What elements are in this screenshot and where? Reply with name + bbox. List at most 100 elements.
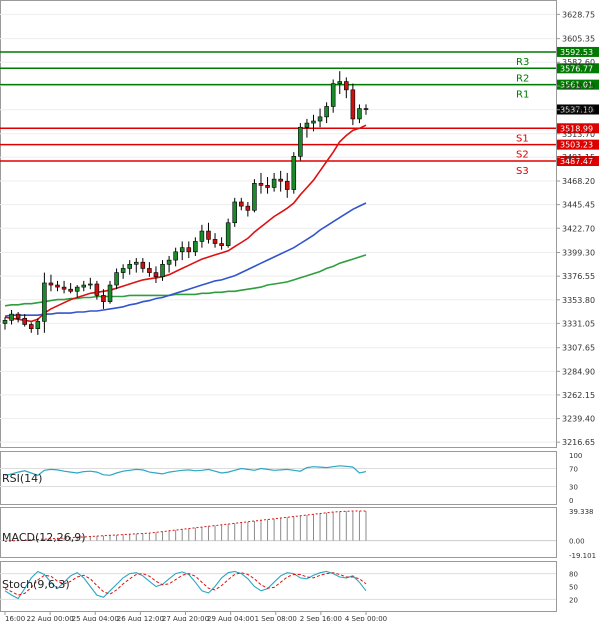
time-tick-label: 29 Aug 04:00 (207, 615, 254, 621)
current-price-label: 3537.10 (560, 105, 593, 114)
price-tick-label: 3331.05 (562, 319, 595, 328)
price-tick-label: 3422.70 (562, 224, 595, 233)
pivot-label-s3: S3 (516, 166, 529, 177)
candle-body (304, 122, 310, 128)
price-tick-label: 3628.75 (562, 10, 595, 19)
price-panel-frame (0, 0, 557, 448)
time-tick-label: 25 Aug 04:00 (72, 615, 119, 621)
candle-body (291, 156, 297, 190)
candle-body (120, 268, 126, 273)
stoch-tick-label: 20 (569, 596, 578, 604)
candle-body (232, 201, 237, 224)
rsi-tick-label: 30 (569, 484, 578, 492)
candle-body (271, 178, 277, 188)
candle-body (127, 263, 132, 269)
candle-body (88, 283, 93, 286)
current-price-box (557, 104, 599, 115)
macd-tick-label: 39.338 (569, 508, 594, 516)
candle-body (160, 263, 165, 278)
price-tick-label: 3491.15 (562, 153, 595, 162)
stoch-tick-label: 80 (569, 571, 578, 579)
candle-body (94, 283, 100, 296)
pivot-value-label: 3592.53 (560, 48, 593, 57)
candle-body (337, 81, 343, 84)
pivot-value-box (557, 63, 599, 74)
price-tick-label: 3445.45 (562, 201, 595, 210)
candle-body (252, 183, 257, 211)
price-tick-label: 3513.70 (562, 130, 595, 139)
price-grid (0, 13, 556, 443)
candle-body (28, 324, 34, 329)
pivot-value-label: 3518.99 (560, 124, 593, 133)
candle-body (278, 178, 283, 182)
pivot-value-label: 3487.47 (560, 157, 593, 166)
pivot-value-box (557, 79, 599, 90)
candle-body (2, 320, 8, 324)
time-tick-label: 1 Sep 08:00 (255, 615, 297, 621)
rsi-panel-frame (0, 451, 557, 505)
stoch-title: Stoch(9,6,3) (2, 578, 70, 591)
candle-body (363, 108, 369, 110)
candle-body (193, 241, 198, 253)
candle-body (114, 272, 119, 286)
price-tick-label: 3353.80 (562, 296, 595, 305)
candle-body (9, 313, 14, 321)
macd-title: MACD(12,26,9) (2, 531, 86, 544)
candle-body (166, 259, 172, 265)
pivot-value-box (557, 139, 599, 150)
macd-panel-frame (0, 507, 557, 558)
pivot-label-r2: R2 (516, 73, 529, 84)
candle-body (48, 282, 54, 286)
macd-panel: 39.338 0.00 -19.101 (0, 508, 596, 560)
candle-body (101, 295, 106, 302)
candle-body (199, 230, 205, 242)
rsi-line (4, 465, 367, 476)
price-axis: 3628.75 3605.35 3582.60 3559.70 3536.85 3513.… (556, 10, 595, 447)
pivot-value-box (557, 123, 599, 134)
candle-body (284, 180, 290, 190)
ma-fast-line (4, 124, 367, 323)
pivot-value-label: 3576.77 (560, 64, 593, 73)
price-tick-label: 3307.65 (562, 344, 595, 353)
candle-body (219, 243, 224, 246)
candle-body (140, 261, 146, 269)
candle-body (330, 83, 336, 107)
candle-body (206, 230, 211, 240)
pivot-value-box (557, 156, 599, 167)
candle-body (15, 313, 21, 319)
candle-body (107, 284, 113, 302)
candle-body (350, 89, 356, 120)
ma-slow-line (4, 254, 367, 307)
price-tick-label: 3582.60 (562, 58, 595, 67)
price-tick-label: 3216.65 (562, 438, 595, 447)
price-tick-label: 3468.20 (562, 177, 595, 186)
stoch-panel: 80 50 20 (0, 571, 578, 604)
macd-signal-line (4, 510, 367, 542)
price-tick-label: 3605.35 (562, 35, 595, 44)
pivot-levels: R3 3592.53 R2 3576.77 R1 3561.01 S1 3518.99 S2 35… (0, 46, 599, 177)
pivot-value-label: 3503.23 (560, 141, 593, 150)
time-tick-label: 2 Sep 16:00 (300, 615, 342, 621)
time-tick-label: 27 Aug 20:00 (162, 615, 209, 621)
candle-body (173, 251, 178, 261)
candle-body (147, 268, 152, 273)
candle-body (324, 106, 329, 118)
pivot-label-s1: S1 (516, 133, 529, 144)
candle-body (55, 284, 60, 288)
candle-body (134, 261, 139, 265)
candlesticks (2, 71, 369, 335)
stoch-d-line (4, 572, 367, 596)
price-tick-label: 3284.90 (562, 367, 595, 376)
stoch-tick-label: 50 (569, 584, 578, 592)
price-tick-label: 3536.85 (562, 106, 595, 115)
price-tick-label: 3376.55 (562, 272, 595, 281)
candle-body (68, 288, 73, 292)
pivot-value-box (557, 46, 599, 57)
stoch-panel-frame (0, 561, 557, 612)
candle-body (35, 321, 41, 329)
price-tick-label: 3399.30 (562, 249, 595, 258)
moving-averages (4, 124, 367, 323)
candle-body (357, 108, 362, 120)
